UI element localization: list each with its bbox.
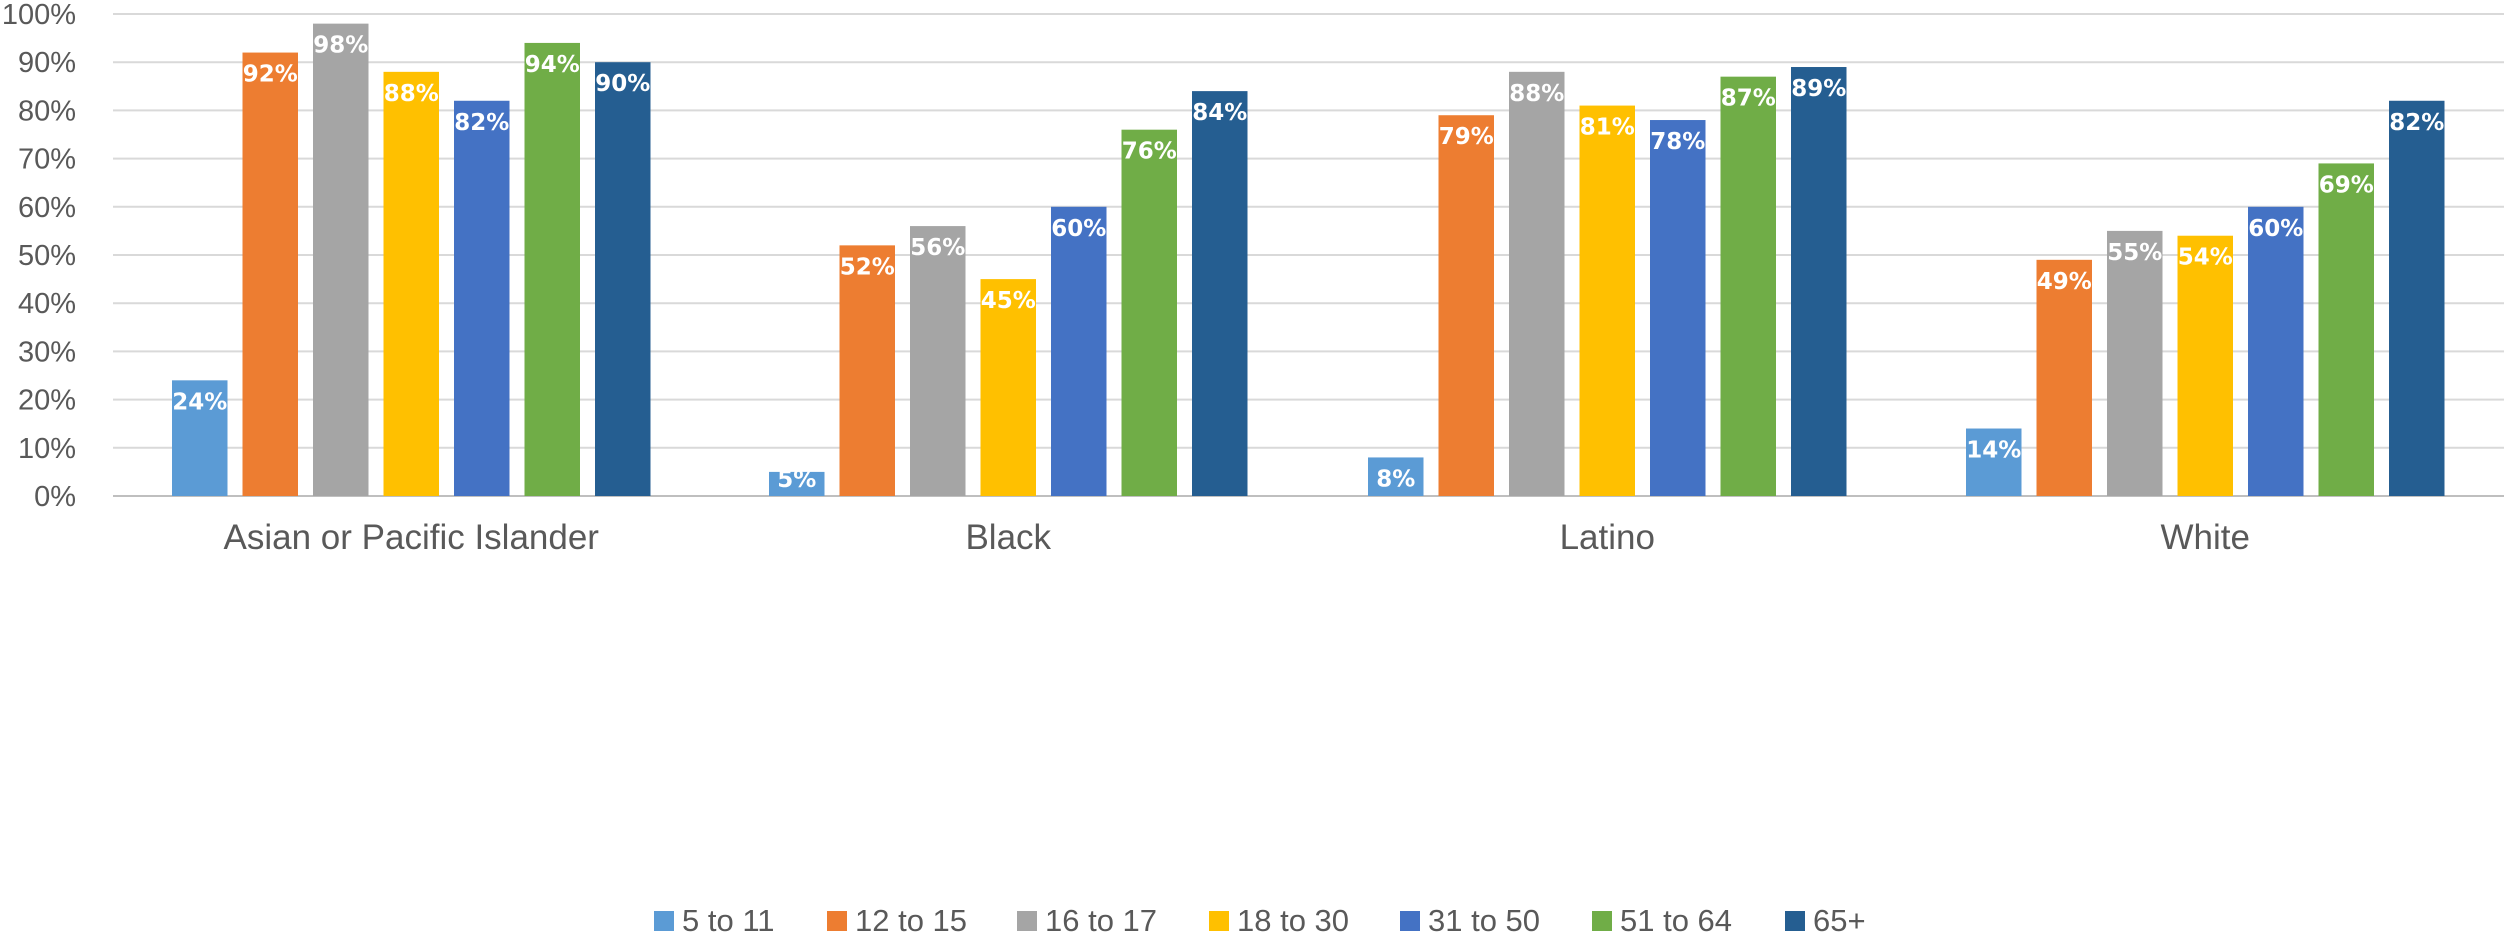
- gridlines: [113, 13, 2504, 497]
- bar: [2177, 235, 2233, 496]
- legend-item: 31 to 50: [1400, 903, 1540, 938]
- data-label: 45%: [981, 288, 1036, 314]
- data-label: 84%: [1192, 100, 1247, 126]
- data-label: 49%: [2037, 269, 2092, 295]
- x-category-label: White: [2161, 518, 2250, 557]
- data-label: 79%: [1439, 124, 1494, 150]
- data-label: 54%: [2178, 245, 2233, 271]
- bar: [2248, 206, 2304, 497]
- data-label: 24%: [172, 389, 227, 415]
- bar: [910, 226, 966, 496]
- y-tick-label: 50%: [18, 240, 76, 272]
- bar: [172, 380, 228, 496]
- legend-item: 16 to 17: [1017, 903, 1157, 938]
- y-tick-label: 90%: [18, 47, 76, 79]
- bar: [242, 52, 298, 497]
- data-label: 69%: [2319, 172, 2374, 198]
- y-tick-label: 0%: [34, 481, 76, 513]
- data-label: 60%: [1051, 216, 1106, 242]
- data-label: 88%: [1509, 81, 1564, 107]
- data-label: 94%: [525, 52, 580, 78]
- y-axis-tick-labels: 0% 10% 20% 30% 40% 50% 60% 70% 80% 90% 100%: [2, 0, 76, 513]
- legend-label: 18 to 30: [1237, 903, 1349, 938]
- data-label: 76%: [1122, 139, 1177, 165]
- x-category-label: Asian or Pacific Islander: [224, 518, 600, 557]
- bar: [1192, 91, 1248, 497]
- data-label: 88%: [384, 81, 439, 107]
- bar: [2036, 259, 2092, 496]
- data-labels: 24% 92% 98% 88% 82% 94% 90% 5% 52% 56% 45% 60% 76% 84…: [172, 33, 2444, 493]
- y-tick-label: 80%: [18, 95, 76, 127]
- bar: [1438, 115, 1494, 496]
- bar: [1121, 129, 1177, 496]
- data-label: 82%: [2389, 110, 2444, 136]
- bar: [454, 100, 510, 496]
- bar: [1368, 457, 1424, 496]
- data-label: 92%: [243, 62, 298, 88]
- bar: [769, 471, 825, 496]
- data-label: 60%: [2248, 216, 2303, 242]
- legend-swatch: [1017, 911, 1037, 931]
- legend-label: 31 to 50: [1428, 903, 1540, 938]
- bar: [1509, 71, 1565, 496]
- legend-swatch: [1592, 911, 1612, 931]
- legend-swatch: [1209, 911, 1229, 931]
- legend-item: 18 to 30: [1209, 903, 1349, 938]
- data-label: 56%: [910, 235, 965, 261]
- data-label: 14%: [1966, 438, 2021, 464]
- bar: [313, 23, 369, 496]
- legend-item: 51 to 64: [1592, 903, 1732, 938]
- legend-item: 65+: [1785, 903, 1866, 938]
- legend-label: 65+: [1813, 903, 1866, 938]
- data-label: 52%: [840, 254, 895, 280]
- x-axis-category-labels: Asian or Pacific Islander Black Latino Whit…: [224, 518, 2250, 557]
- bar: [2389, 100, 2445, 496]
- legend-label: 5 to 11: [682, 903, 775, 938]
- bar: [1720, 76, 1776, 496]
- legend: 5 to 11 12 to 15 16 to 17 18 to 30 31 to 50 5…: [654, 903, 1866, 938]
- y-tick-label: 30%: [18, 336, 76, 368]
- data-label: 98%: [313, 33, 368, 59]
- bar: [1966, 428, 2022, 496]
- legend-swatch: [654, 911, 674, 931]
- x-category-label: Black: [965, 518, 1051, 557]
- bar: [2107, 230, 2163, 496]
- data-label: 89%: [1791, 76, 1846, 102]
- legend-label: 12 to 15: [855, 903, 967, 938]
- legend-item: 5 to 11: [654, 903, 775, 938]
- bar: [524, 42, 580, 497]
- data-label: 81%: [1580, 115, 1635, 141]
- bar: [1650, 120, 1706, 496]
- legend-label: 16 to 17: [1045, 903, 1157, 938]
- legend-swatch: [1400, 911, 1420, 931]
- bar: [2318, 163, 2374, 497]
- legend-swatch: [1785, 911, 1805, 931]
- bar: [1051, 206, 1107, 497]
- data-label: 82%: [454, 110, 509, 136]
- data-label: 8%: [1376, 466, 1415, 492]
- data-label: 5%: [777, 467, 816, 493]
- y-tick-label: 70%: [18, 144, 76, 176]
- bar: [839, 245, 895, 496]
- bar: [383, 71, 439, 496]
- x-category-label: Latino: [1560, 518, 1655, 557]
- y-tick-label: 40%: [18, 288, 76, 320]
- legend-label: 51 to 64: [1620, 903, 1732, 938]
- bar: [595, 62, 651, 496]
- legend-item: 12 to 15: [827, 903, 967, 938]
- y-tick-label: 20%: [18, 385, 76, 417]
- y-tick-label: 60%: [18, 192, 76, 224]
- bar: [1579, 105, 1635, 496]
- legend-swatch: [827, 911, 847, 931]
- bars: [172, 23, 2445, 497]
- data-label: 55%: [2107, 240, 2162, 266]
- data-label: 87%: [1721, 86, 1776, 112]
- bar: [980, 279, 1036, 496]
- y-tick-label: 10%: [18, 433, 76, 465]
- bar: [1791, 67, 1847, 497]
- y-tick-label: 100%: [2, 0, 76, 31]
- data-label: 78%: [1650, 129, 1705, 155]
- data-label: 90%: [595, 71, 650, 97]
